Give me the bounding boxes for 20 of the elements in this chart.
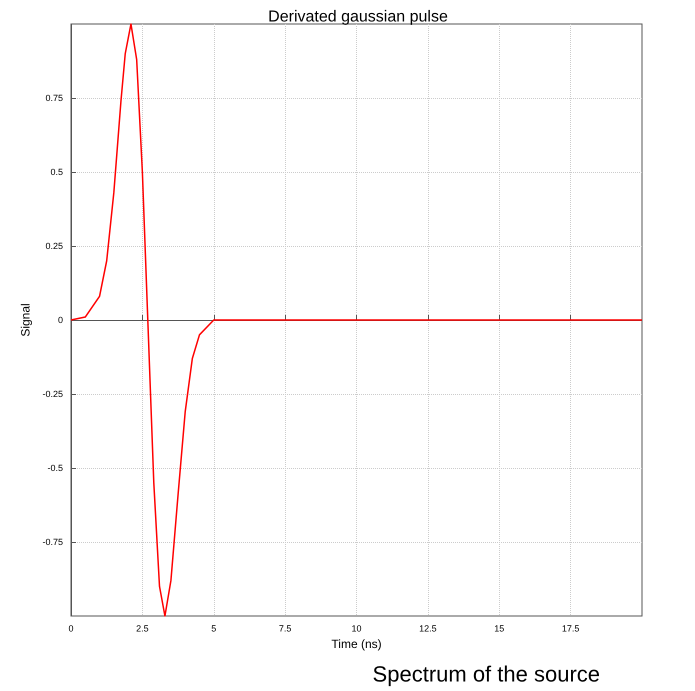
y-tick-label: -0.25	[42, 389, 63, 399]
x-tick-label: 5	[211, 624, 216, 634]
x-axis-title: Time (ns)	[331, 636, 382, 651]
x-tick-label: 17.5	[562, 624, 580, 634]
x-tick-label: 12.5	[419, 624, 437, 634]
y-tick-label: 0	[58, 315, 63, 325]
x-tick-label: 10	[351, 624, 362, 634]
y-axis-title: Signal	[18, 303, 33, 337]
x-tick-label: 7.5	[278, 624, 292, 634]
y-tick-label: 0.5	[50, 167, 63, 177]
x-tick-label: 2.5	[136, 624, 149, 634]
y-tick-label: 0.75	[45, 93, 63, 103]
y-tick-label: -0.5	[47, 463, 63, 473]
text: Spectrum of the source	[372, 662, 600, 686]
chart-title: Derivated gaussian pulse	[268, 8, 448, 26]
line-series	[70, 23, 643, 617]
y-tick-label: -0.75	[42, 537, 63, 547]
x-tick-label: 0	[68, 624, 74, 634]
x-tick-label: 15	[494, 624, 504, 634]
y-tick-label: 0.25	[45, 241, 63, 251]
